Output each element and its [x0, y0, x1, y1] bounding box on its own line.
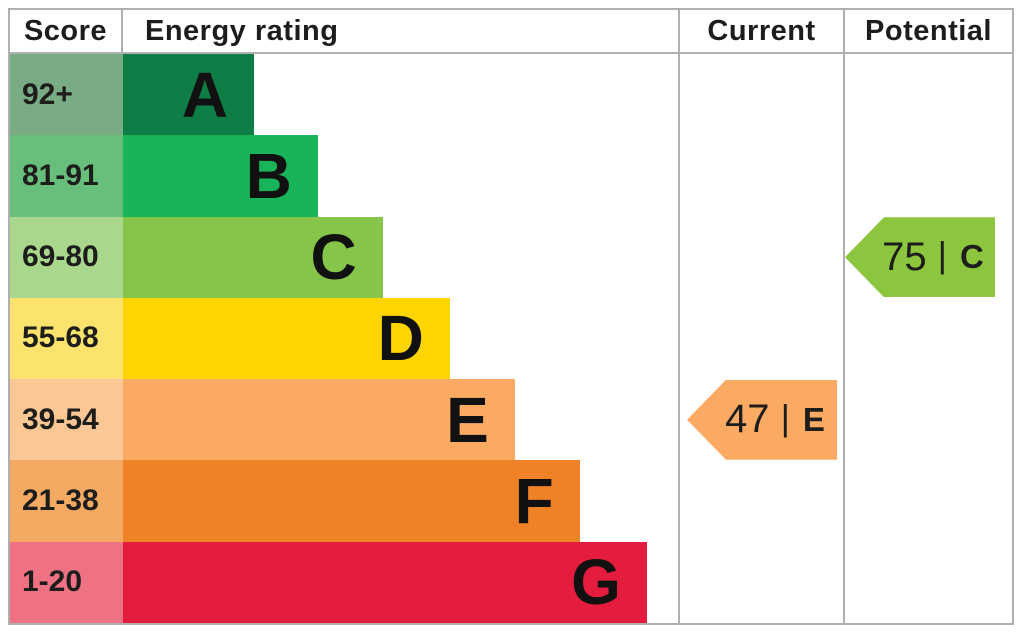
epc-table: Score Energy rating Current Potential 92… [8, 8, 1014, 625]
band-letter: B [245, 139, 292, 212]
energy-band-row-a: A [123, 54, 678, 136]
score-range-label: 92+ [22, 77, 73, 111]
potential-rating-arrow-slot: 75 | C [845, 217, 1012, 298]
score-cell-g: 1-20 [10, 541, 123, 623]
band-letter: C [310, 221, 357, 294]
score-cell-c: 69-80 [10, 216, 123, 298]
potential-rating-arrow: 75 | C [845, 217, 995, 298]
band-bar-e: E [123, 379, 515, 461]
band-letter: G [571, 546, 621, 619]
score-column: 92+ 81-91 69-80 55-68 39-54 21-38 1-20 [10, 54, 123, 623]
band-letter: A [181, 58, 228, 131]
current-band-letter: E [802, 400, 825, 438]
current-rating-arrow-slot: 47 | E [680, 379, 843, 460]
score-range-label: 39-54 [22, 402, 99, 436]
band-bar-f: F [123, 460, 580, 542]
energy-rating-column-header: Energy rating [123, 10, 680, 52]
current-column-header: Current [680, 10, 845, 52]
score-range-label: 69-80 [22, 240, 99, 274]
score-range-label: 21-38 [22, 484, 99, 518]
score-cell-d: 55-68 [10, 297, 123, 380]
current-separator: | [780, 396, 790, 438]
current-column: 47 | E [680, 54, 845, 623]
energy-band-row-g: G [123, 541, 678, 623]
band-bar-c: C [123, 216, 383, 298]
band-bar-a: A [123, 54, 254, 136]
score-range-label: 55-68 [22, 321, 99, 355]
score-cell-b: 81-91 [10, 135, 123, 217]
energy-band-row-d: D [123, 297, 678, 380]
score-range-label: 81-91 [22, 158, 99, 192]
potential-column-header: Potential [865, 14, 992, 47]
band-letter: E [446, 383, 489, 456]
score-cell-e: 39-54 [10, 379, 123, 461]
energy-band-row-e: E [123, 379, 678, 461]
potential-separator: | [937, 234, 947, 276]
energy-band-row-f: F [123, 460, 678, 542]
band-letter: F [514, 465, 554, 538]
score-cell-f: 21-38 [10, 460, 123, 542]
current-score-value: 47 [725, 397, 770, 442]
score-range-label: 1-20 [22, 565, 83, 599]
potential-column: 75 | C [845, 54, 1012, 623]
potential-band-letter: C [960, 238, 984, 276]
table-header-row: Score Energy rating Current Potential [10, 10, 1012, 54]
energy-band-row-c: C [123, 216, 678, 298]
band-bar-d: D [123, 297, 450, 380]
band-bar-b: B [123, 135, 318, 217]
band-bar-g: G [123, 541, 647, 623]
energy-band-row-b: B [123, 135, 678, 217]
score-cell-a: 92+ [10, 54, 123, 136]
current-rating-arrow: 47 | E [687, 379, 837, 460]
band-letter: D [377, 302, 424, 375]
potential-score-value: 75 [882, 234, 927, 279]
score-column-header: Score [10, 10, 123, 52]
